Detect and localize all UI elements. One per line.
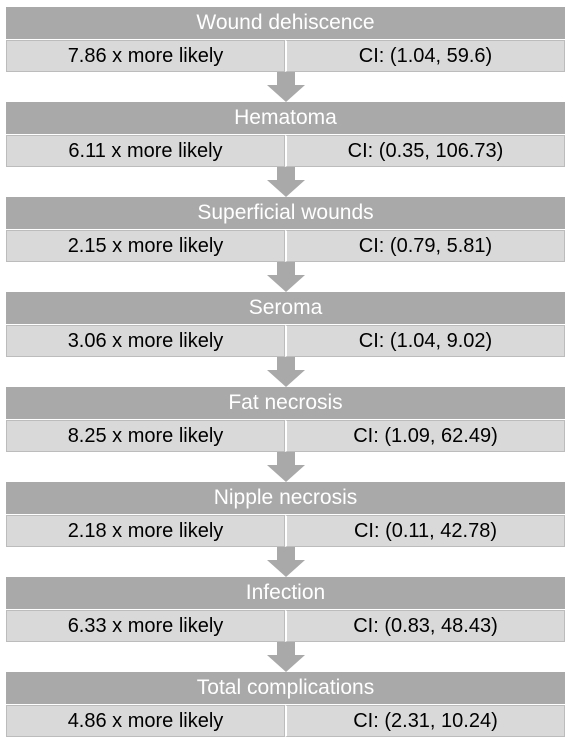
confidence-interval: CI: (1.04, 59.6) — [285, 40, 565, 72]
confidence-interval: CI: (0.83, 48.43) — [285, 610, 565, 642]
flow-block-infection: Infection 6.33 x more likely CI: (0.83, … — [6, 577, 565, 642]
flow-connector — [6, 547, 565, 577]
flow-connector — [6, 262, 565, 292]
flow-connector — [6, 642, 565, 672]
block-data-row: 4.86 x more likely CI: (2.31, 10.24) — [6, 704, 565, 737]
likelihood-value: 6.33 x more likely — [6, 610, 285, 642]
complication-flow: Wound dehiscence 7.86 x more likely CI: … — [6, 7, 565, 737]
flow-connector — [6, 357, 565, 387]
down-arrow-icon — [267, 452, 305, 482]
confidence-interval: CI: (1.09, 62.49) — [285, 420, 565, 452]
block-data-row: 6.33 x more likely CI: (0.83, 48.43) — [6, 609, 565, 642]
block-title: Seroma — [6, 292, 565, 324]
block-data-row: 6.11 x more likely CI: (0.35, 106.73) — [6, 134, 565, 167]
block-title: Hematoma — [6, 102, 565, 134]
down-arrow-icon — [267, 642, 305, 672]
flow-block-total-complications: Total complications 4.86 x more likely C… — [6, 672, 565, 737]
block-data-row: 3.06 x more likely CI: (1.04, 9.02) — [6, 324, 565, 357]
confidence-interval: CI: (2.31, 10.24) — [285, 705, 565, 737]
down-arrow-icon — [267, 547, 305, 577]
down-arrow-icon — [267, 72, 305, 102]
flow-connector — [6, 167, 565, 197]
flow-connector — [6, 452, 565, 482]
confidence-interval: CI: (1.04, 9.02) — [285, 325, 565, 357]
down-arrow-icon — [267, 167, 305, 197]
likelihood-value: 7.86 x more likely — [6, 40, 285, 72]
block-title: Infection — [6, 577, 565, 609]
confidence-interval: CI: (0.79, 5.81) — [285, 230, 565, 262]
flow-block-seroma: Seroma 3.06 x more likely CI: (1.04, 9.0… — [6, 292, 565, 357]
block-title: Total complications — [6, 672, 565, 704]
likelihood-value: 4.86 x more likely — [6, 705, 285, 737]
likelihood-value: 2.15 x more likely — [6, 230, 285, 262]
block-data-row: 7.86 x more likely CI: (1.04, 59.6) — [6, 39, 565, 72]
likelihood-value: 2.18 x more likely — [6, 515, 285, 547]
flow-block-nipple-necrosis: Nipple necrosis 2.18 x more likely CI: (… — [6, 482, 565, 547]
block-title: Wound dehiscence — [6, 7, 565, 39]
likelihood-value: 3.06 x more likely — [6, 325, 285, 357]
down-arrow-icon — [267, 357, 305, 387]
confidence-interval: CI: (0.35, 106.73) — [285, 135, 565, 167]
block-data-row: 8.25 x more likely CI: (1.09, 62.49) — [6, 419, 565, 452]
down-arrow-icon — [267, 262, 305, 292]
block-title: Fat necrosis — [6, 387, 565, 419]
flow-block-superficial-wounds: Superficial wounds 2.15 x more likely CI… — [6, 197, 565, 262]
flow-block-fat-necrosis: Fat necrosis 8.25 x more likely CI: (1.0… — [6, 387, 565, 452]
block-data-row: 2.18 x more likely CI: (0.11, 42.78) — [6, 514, 565, 547]
confidence-interval: CI: (0.11, 42.78) — [285, 515, 565, 547]
block-data-row: 2.15 x more likely CI: (0.79, 5.81) — [6, 229, 565, 262]
likelihood-value: 8.25 x more likely — [6, 420, 285, 452]
flow-block-hematoma: Hematoma 6.11 x more likely CI: (0.35, 1… — [6, 102, 565, 167]
flow-connector — [6, 72, 565, 102]
likelihood-value: 6.11 x more likely — [6, 135, 285, 167]
block-title: Nipple necrosis — [6, 482, 565, 514]
flow-block-wound-dehiscence: Wound dehiscence 7.86 x more likely CI: … — [6, 7, 565, 72]
block-title: Superficial wounds — [6, 197, 565, 229]
